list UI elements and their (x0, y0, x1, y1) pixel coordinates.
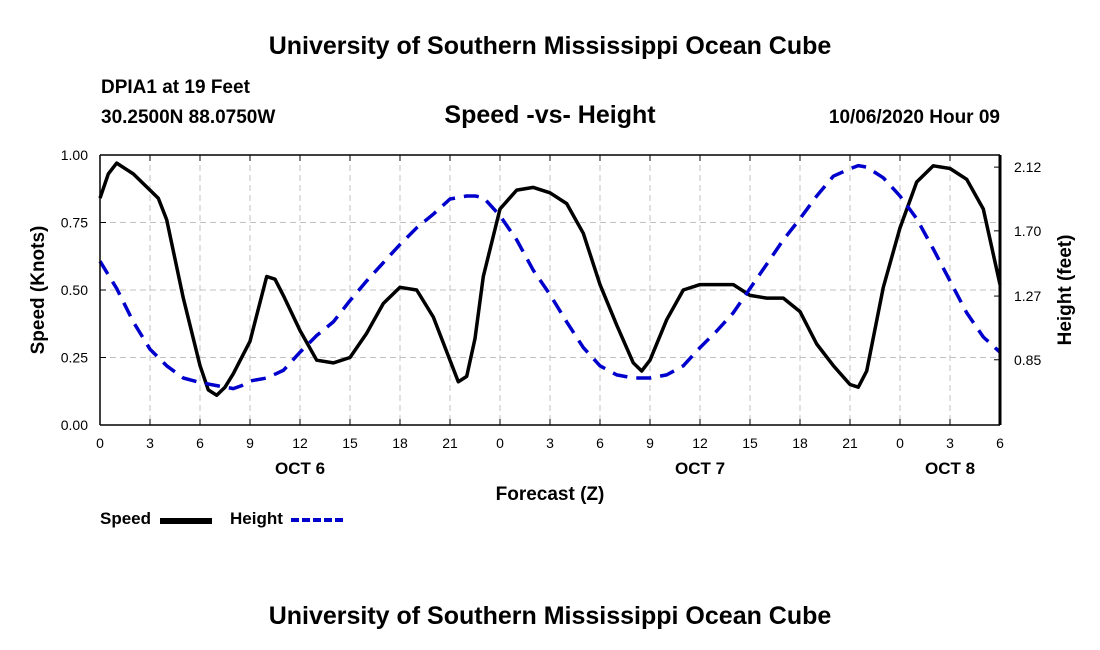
y-left-tick-label: 0.25 (61, 350, 88, 366)
legend-speed-label: Speed (100, 509, 152, 528)
title-top: University of Southern Mississippi Ocean… (268, 32, 832, 60)
date-label: OCT 6 (275, 459, 325, 478)
date-label: OCT 8 (925, 459, 975, 478)
x-tick-label: 21 (842, 435, 858, 451)
x-tick-label: 18 (392, 435, 408, 451)
coordinates-label: 30.2500N 88.0750W (101, 107, 276, 128)
x-tick-label: 21 (442, 435, 458, 451)
y-right-axis-title: Height (feet) (1055, 235, 1076, 346)
x-tick-label: 6 (596, 435, 604, 451)
x-tick-label: 6 (196, 435, 204, 451)
height-series-line (98, 163, 1002, 391)
station-label: DPIA1 at 19 Feet (101, 77, 250, 98)
x-tick-label: 9 (646, 435, 654, 451)
x-tick-label: 0 (96, 435, 104, 451)
y-left-tick-label: 0.75 (61, 215, 88, 231)
x-tick-label: 12 (292, 435, 308, 451)
chart-subtitle: Speed -vs- Height (444, 101, 656, 129)
x-tick-label: 0 (896, 435, 904, 451)
x-tick-label: 12 (692, 435, 708, 451)
y-left-tick-label: 0.00 (61, 417, 88, 433)
x-axis-title: Forecast (Z) (496, 484, 605, 505)
y-left-tick-label: 1.00 (61, 147, 88, 163)
x-tick-label: 18 (792, 435, 808, 451)
x-tick-label: 3 (546, 435, 554, 451)
x-tick-label: 15 (742, 435, 758, 451)
x-tick-label: 3 (946, 435, 954, 451)
y-right-tick-label: 1.27 (1014, 288, 1041, 304)
y-right-tick-label: 0.85 (1014, 352, 1041, 368)
y-right-tick-label: 2.12 (1014, 159, 1041, 175)
x-tick-label: 9 (246, 435, 254, 451)
date-label: OCT 7 (675, 459, 725, 478)
y-left-tick-label: 0.50 (61, 282, 88, 298)
x-tick-label: 6 (996, 435, 1004, 451)
x-tick-label: 15 (342, 435, 358, 451)
y-left-axis-title: Speed (Knots) (28, 226, 49, 355)
x-tick-label: 0 (496, 435, 504, 451)
forecast-datetime: 10/06/2020 Hour 09 (828, 107, 1000, 128)
x-tick-label: 3 (146, 435, 154, 451)
title-bottom: University of Southern Mississippi Ocean… (268, 602, 832, 630)
legend-height-label: Height (230, 509, 283, 528)
legend-speed-swatch (160, 518, 212, 524)
speed-series-line (98, 161, 1002, 398)
legend-height-swatch (291, 518, 343, 522)
y-right-tick-label: 1.70 (1014, 223, 1041, 239)
